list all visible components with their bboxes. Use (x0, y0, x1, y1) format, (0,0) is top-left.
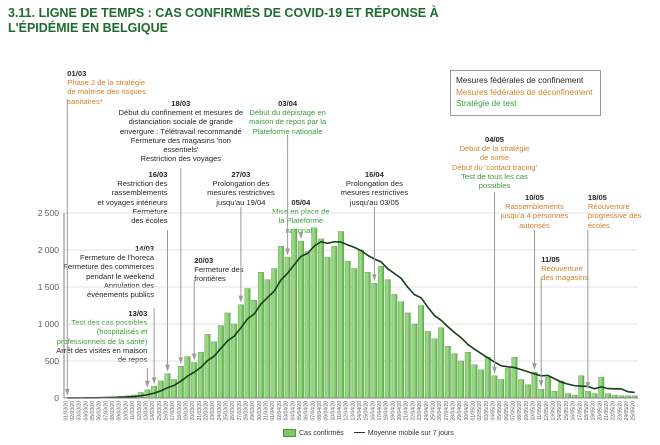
svg-text:10/04/20: 10/04/20 (330, 401, 336, 421)
svg-text:27/03/20: 27/03/20 (237, 401, 243, 421)
svg-text:15/03/20: 15/03/20 (157, 401, 163, 421)
svg-text:09/04/20: 09/04/20 (324, 401, 330, 421)
svg-text:29/04/20: 29/04/20 (457, 401, 463, 421)
svg-text:09/03/20: 09/03/20 (117, 401, 123, 421)
svg-text:30/04/20: 30/04/20 (464, 401, 470, 421)
svg-text:02/04/20: 02/04/20 (277, 401, 283, 421)
svg-text:02/05/20: 02/05/20 (477, 401, 483, 421)
svg-text:20/03/20: 20/03/20 (190, 401, 196, 421)
svg-text:01/03/20: 01/03/20 (63, 401, 69, 421)
svg-text:28/03/20: 28/03/20 (244, 401, 250, 421)
svg-text:23/04/20: 23/04/20 (417, 401, 423, 421)
svg-text:13/04/20: 13/04/20 (350, 401, 356, 421)
svg-text:19/05/20: 19/05/20 (591, 401, 597, 421)
svg-text:18/05/20: 18/05/20 (584, 401, 590, 421)
svg-text:04/03/20: 04/03/20 (83, 401, 89, 421)
svg-text:27/04/20: 27/04/20 (444, 401, 450, 421)
svg-text:09/05/20: 09/05/20 (524, 401, 530, 421)
svg-text:04/05/20: 04/05/20 (491, 401, 497, 421)
svg-text:24/04/20: 24/04/20 (424, 401, 430, 421)
svg-text:08/04/20: 08/04/20 (317, 401, 323, 421)
svg-text:06/05/20: 06/05/20 (504, 401, 510, 421)
svg-text:15/04/20: 15/04/20 (364, 401, 370, 421)
svg-text:29/03/20: 29/03/20 (250, 401, 256, 421)
svg-text:14/05/20: 14/05/20 (557, 401, 563, 421)
svg-text:07/03/20: 07/03/20 (103, 401, 109, 421)
svg-text:01/04/20: 01/04/20 (270, 401, 276, 421)
svg-text:14/04/20: 14/04/20 (357, 401, 363, 421)
svg-text:26/04/20: 26/04/20 (437, 401, 443, 421)
svg-text:21/05/20: 21/05/20 (604, 401, 610, 421)
svg-text:23/03/20: 23/03/20 (210, 401, 216, 421)
svg-text:12/04/20: 12/04/20 (344, 401, 350, 421)
svg-text:18/04/20: 18/04/20 (384, 401, 390, 421)
svg-text:30/03/20: 30/03/20 (257, 401, 263, 421)
svg-text:06/04/20: 06/04/20 (304, 401, 310, 421)
svg-text:28/04/20: 28/04/20 (450, 401, 456, 421)
svg-text:16/05/20: 16/05/20 (571, 401, 577, 421)
svg-text:31/03/20: 31/03/20 (264, 401, 270, 421)
svg-text:17/03/20: 17/03/20 (170, 401, 176, 421)
svg-text:06/03/20: 06/03/20 (97, 401, 103, 421)
svg-text:22/04/20: 22/04/20 (410, 401, 416, 421)
svg-text:04/04/20: 04/04/20 (290, 401, 296, 421)
svg-text:11/03/20: 11/03/20 (130, 401, 136, 420)
svg-text:05/03/20: 05/03/20 (90, 401, 96, 421)
svg-text:2 500: 2 500 (38, 208, 60, 218)
svg-text:14/03/20: 14/03/20 (150, 401, 156, 421)
svg-text:26/03/20: 26/03/20 (230, 401, 236, 421)
svg-text:19/03/20: 19/03/20 (183, 401, 189, 421)
svg-text:01/05/20: 01/05/20 (470, 401, 476, 421)
svg-text:19/04/20: 19/04/20 (390, 401, 396, 421)
svg-text:21/03/20: 21/03/20 (197, 401, 203, 421)
svg-text:03/05/20: 03/05/20 (484, 401, 490, 421)
svg-text:10/03/20: 10/03/20 (123, 401, 129, 421)
svg-text:20/05/20: 20/05/20 (597, 401, 603, 421)
svg-text:22/03/20: 22/03/20 (204, 401, 210, 421)
svg-text:16/03/20: 16/03/20 (163, 401, 169, 421)
svg-text:10/05/20: 10/05/20 (531, 401, 537, 421)
svg-text:12/05/20: 12/05/20 (544, 401, 550, 421)
svg-text:17/04/20: 17/04/20 (377, 401, 383, 421)
svg-text:20/04/20: 20/04/20 (397, 401, 403, 421)
svg-text:12/03/20: 12/03/20 (137, 401, 143, 421)
svg-text:16/04/20: 16/04/20 (370, 401, 376, 421)
svg-text:05/05/20: 05/05/20 (497, 401, 503, 421)
svg-text:23/05/20: 23/05/20 (617, 401, 623, 421)
svg-text:24/03/20: 24/03/20 (217, 401, 223, 421)
svg-text:17/05/20: 17/05/20 (577, 401, 583, 421)
svg-text:1 000: 1 000 (38, 319, 60, 329)
svg-text:11/05/20: 11/05/20 (537, 401, 543, 420)
svg-text:18/03/20: 18/03/20 (177, 401, 183, 421)
svg-text:1 500: 1 500 (38, 282, 60, 292)
svg-text:25/05/20: 25/05/20 (631, 401, 637, 421)
svg-text:24/05/20: 24/05/20 (624, 401, 630, 421)
svg-text:02/03/20: 02/03/20 (70, 401, 76, 421)
svg-text:03/03/20: 03/03/20 (77, 401, 83, 421)
svg-text:500: 500 (45, 356, 59, 366)
svg-text:21/04/20: 21/04/20 (404, 401, 410, 421)
svg-text:08/05/20: 08/05/20 (517, 401, 523, 421)
svg-text:07/05/20: 07/05/20 (511, 401, 517, 421)
svg-text:05/04/20: 05/04/20 (297, 401, 303, 421)
svg-text:13/03/20: 13/03/20 (143, 401, 149, 421)
svg-text:2 000: 2 000 (38, 245, 60, 255)
svg-text:11/04/20: 11/04/20 (337, 401, 343, 420)
svg-text:15/05/20: 15/05/20 (564, 401, 570, 421)
svg-text:03/04/20: 03/04/20 (284, 401, 290, 421)
svg-text:07/04/20: 07/04/20 (310, 401, 316, 421)
svg-text:08/03/20: 08/03/20 (110, 401, 116, 421)
svg-text:0: 0 (54, 393, 59, 403)
svg-text:22/05/20: 22/05/20 (611, 401, 617, 421)
svg-text:13/05/20: 13/05/20 (551, 401, 557, 421)
svg-text:25/03/20: 25/03/20 (224, 401, 230, 421)
svg-text:25/04/20: 25/04/20 (430, 401, 436, 421)
